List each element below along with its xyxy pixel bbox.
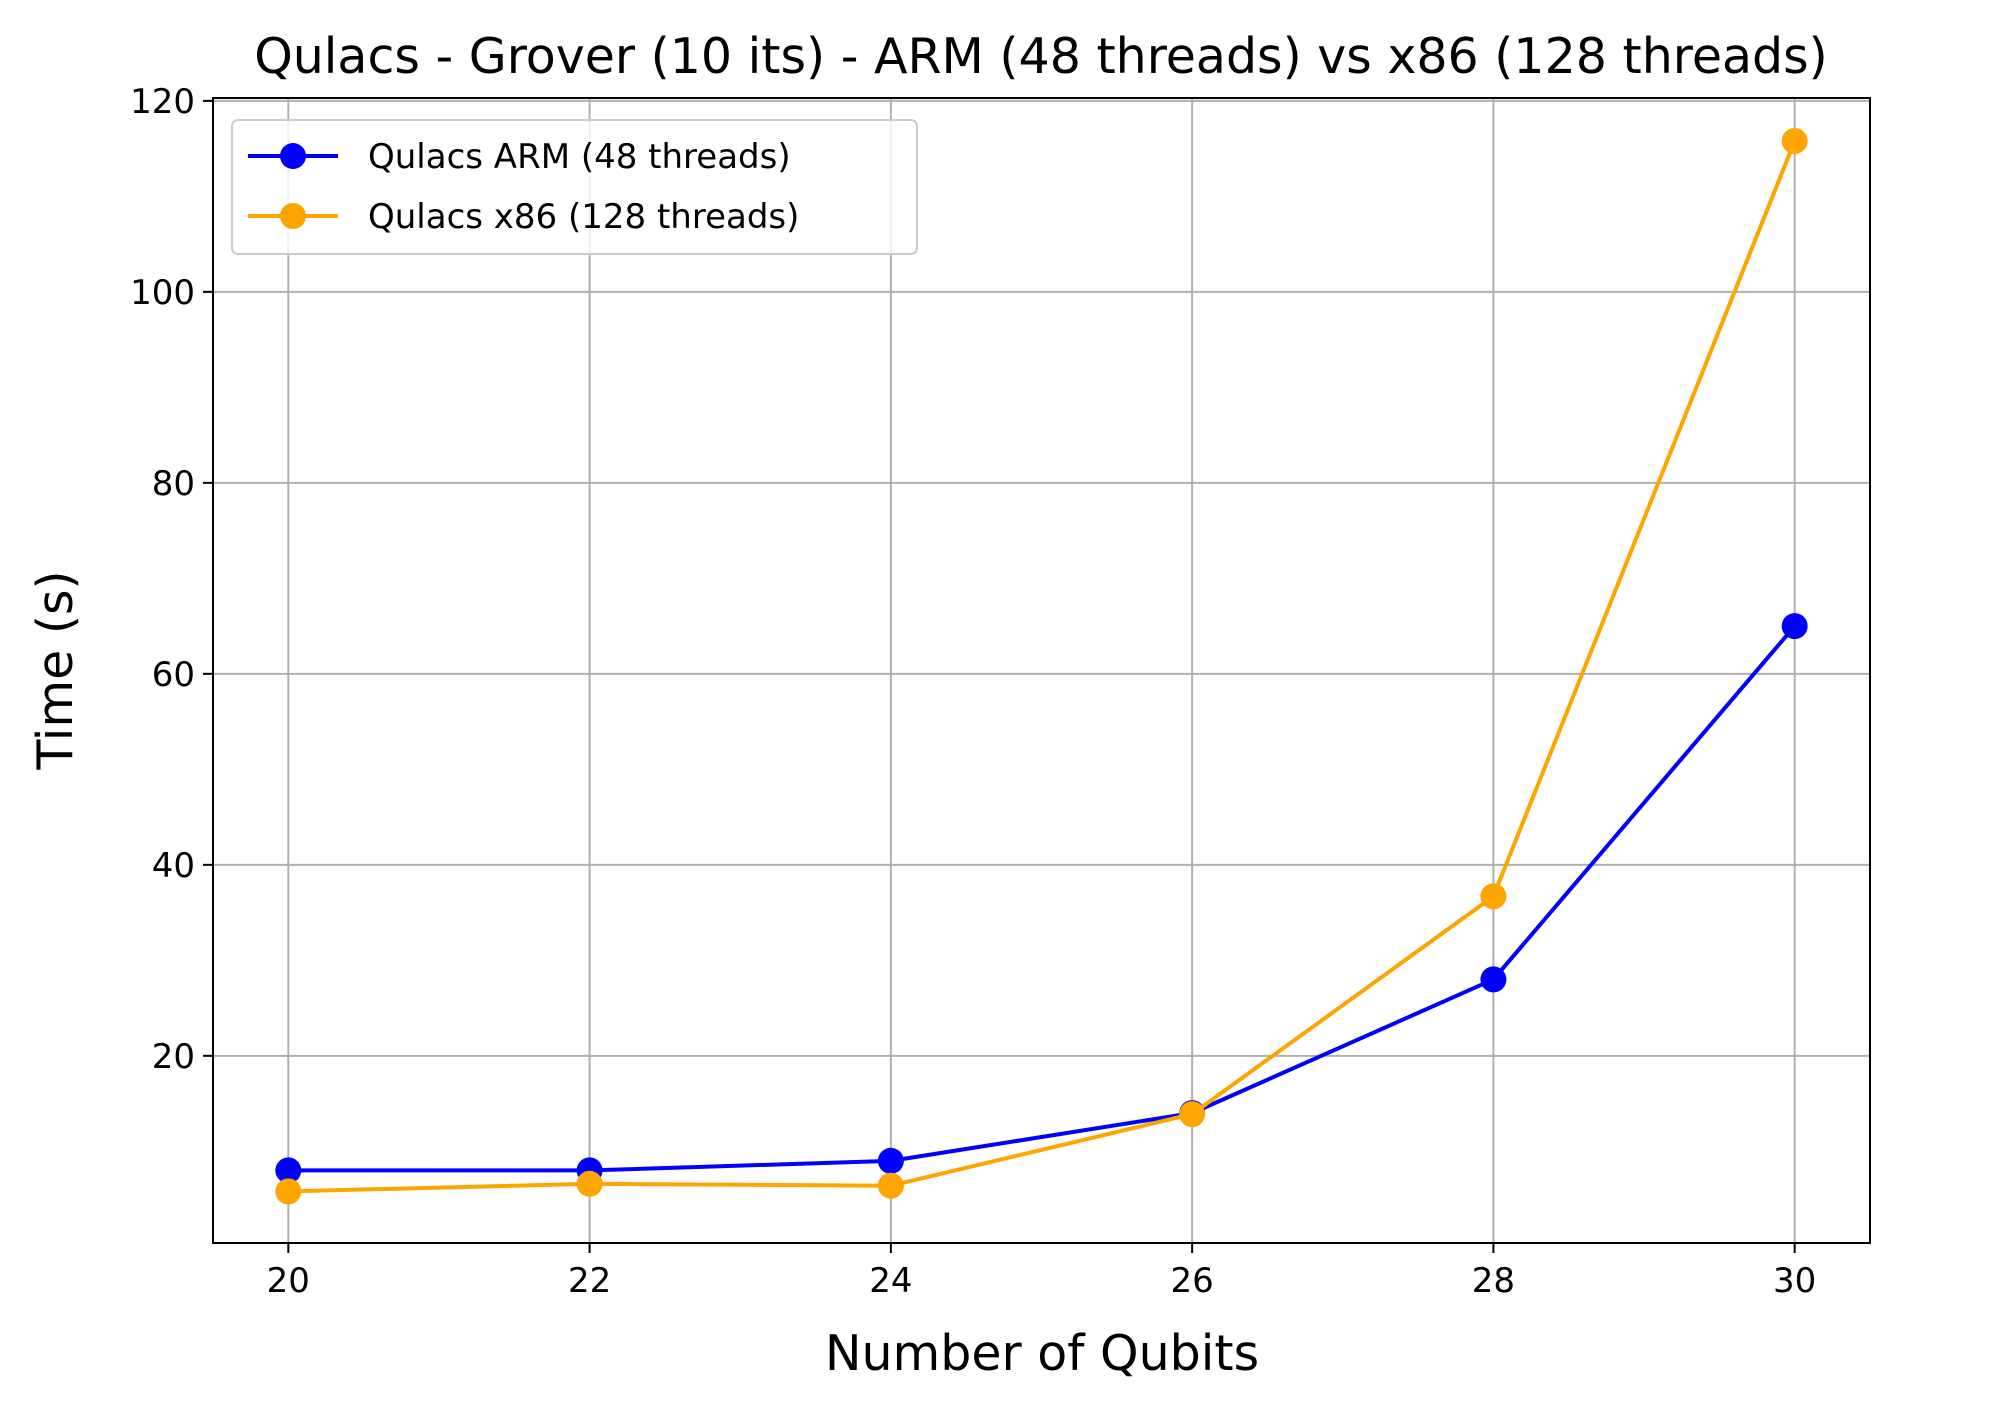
- x-tick-label: 28: [1472, 1261, 1515, 1301]
- y-tick-label: 40: [152, 846, 195, 886]
- data-point-x86: [1781, 127, 1808, 154]
- series-line-arm: [288, 624, 1797, 1173]
- x-tick-label: 22: [568, 1261, 611, 1301]
- y-tick-label: 120: [130, 82, 195, 122]
- legend: Qulacs ARM (48 threads) Qulacs x86 (128 …: [231, 119, 918, 255]
- x-tick-label: 26: [1171, 1261, 1214, 1301]
- x-tick-label: 30: [1773, 1261, 1816, 1301]
- legend-label-arm: Qulacs ARM (48 threads): [368, 137, 791, 177]
- y-tick-label: 100: [130, 273, 195, 313]
- x-tick-label: 20: [267, 1261, 310, 1301]
- data-point-x86: [1480, 883, 1507, 910]
- grid: [213, 98, 1870, 1243]
- series-line-x86: [288, 140, 1797, 1194]
- legend-label-x86: Qulacs x86 (128 threads): [368, 197, 799, 237]
- data-point-arm: [877, 1147, 904, 1174]
- data-point-arm: [275, 1157, 302, 1184]
- data-point-x86: [275, 1178, 302, 1205]
- chart-title: Qulacs - Grover (10 its) - ARM (48 threa…: [254, 28, 1828, 85]
- axes-frame: [212, 97, 1871, 1244]
- data-point-arm: [1480, 966, 1507, 993]
- legend-marker-arm: [280, 143, 306, 169]
- legend-marker-x86: [280, 203, 306, 229]
- y-tick-label: 60: [152, 655, 195, 695]
- data-point-x86: [576, 1170, 603, 1197]
- y-tick-label: 80: [152, 464, 195, 504]
- y-axis-label: Time (s): [27, 570, 84, 770]
- x-axis-label: Number of Qubits: [825, 1325, 1259, 1382]
- legend-box: [231, 119, 918, 255]
- data-point-x86: [1179, 1101, 1206, 1128]
- data-point-x86: [877, 1172, 904, 1199]
- series-layer: [275, 127, 1808, 1205]
- y-tick-label: 20: [152, 1037, 195, 1077]
- ticks: 20 22 24 26 28 30 20 40 60 80 100 120: [130, 82, 1816, 1301]
- data-point-arm: [1781, 613, 1808, 640]
- x-tick-label: 24: [869, 1261, 912, 1301]
